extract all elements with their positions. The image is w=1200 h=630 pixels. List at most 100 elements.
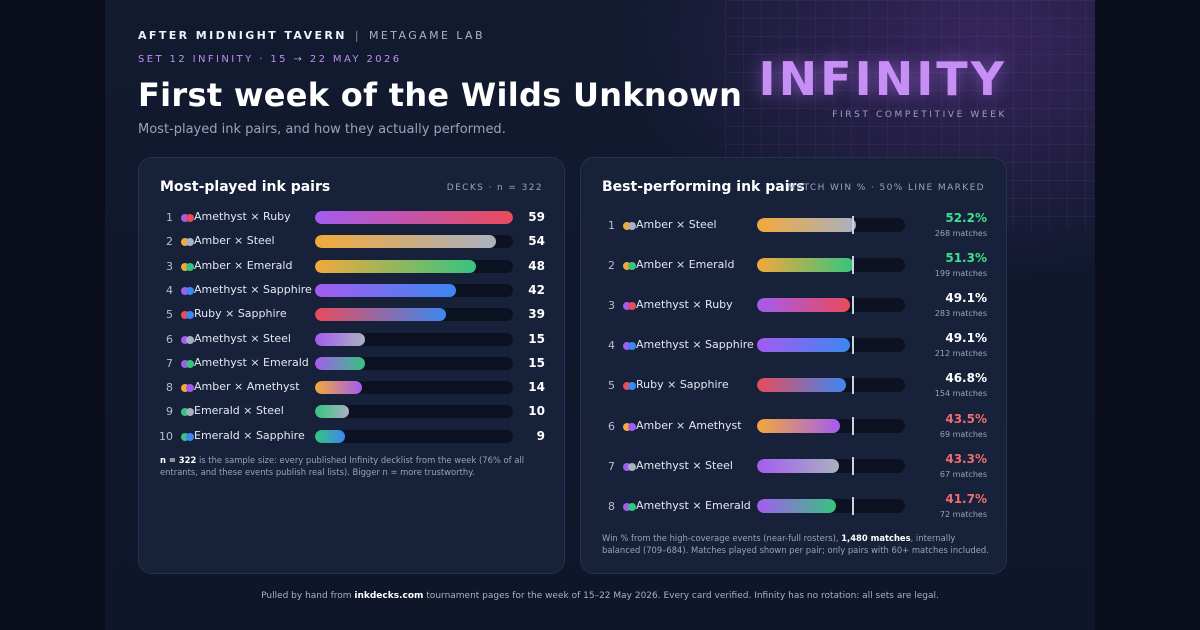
rank-number: 1 <box>608 219 615 232</box>
ink-dots-icon <box>181 214 194 222</box>
footer-text-b: tournament pages for the week of 15–22 M… <box>423 591 939 601</box>
win-rate-note: Win % from the high-coverage events (nea… <box>602 532 994 556</box>
ink-pair-label: Amber × Emerald <box>194 258 293 272</box>
ink-pair-label: Amber × Steel <box>194 234 275 248</box>
deck-count-value: 14 <box>528 380 545 395</box>
ink-dots-icon <box>181 238 194 247</box>
win-rate-value: 46.8% <box>945 371 987 386</box>
page-subtitle: Most-played ink pairs, and how they actu… <box>138 122 506 137</box>
logo-subtitle: FIRST COMPETITIVE WEEK <box>832 110 1007 120</box>
best-performing-meta: MATCH WIN % · 50% LINE MARKED <box>787 183 985 193</box>
ink-dots-icon <box>181 359 194 368</box>
ink-pair-row: 6 Amethyst × Steel 15 <box>139 330 564 350</box>
ink-dot-icon <box>181 238 189 247</box>
most-played-meta: DECKS · n = 322 <box>446 183 543 193</box>
bar-track <box>315 211 513 224</box>
win-rate-bar <box>757 298 851 313</box>
ink-dot-icon <box>181 384 189 393</box>
win-rate-row: 4 Amethyst × Sapphire 49.1% 212 matches <box>581 331 1006 366</box>
ink-dot-icon <box>186 384 194 393</box>
fifty-percent-line <box>851 376 854 395</box>
ink-dot-icon <box>181 262 189 271</box>
ink-dot-icon <box>181 432 189 441</box>
best-performing-title: Best-performing ink pairs <box>602 179 805 195</box>
ink-dots-icon <box>181 311 194 320</box>
rank-number: 2 <box>166 235 173 249</box>
ink-pair-label: Amethyst × Steel <box>636 458 733 472</box>
fifty-percent-line <box>851 336 854 355</box>
ink-dot-icon <box>186 335 194 344</box>
deck-count-value: 10 <box>528 404 545 419</box>
ink-dots-icon <box>623 302 636 311</box>
page-title: First week of the Wilds Unknown <box>138 76 743 114</box>
ink-dots-icon <box>181 384 194 393</box>
win-rate-bar <box>757 218 857 232</box>
win-rate-row: 2 Amber × Emerald 51.3% 199 matches <box>581 251 1006 286</box>
rank-number: 7 <box>608 459 615 473</box>
rank-number: 10 <box>159 429 173 443</box>
win-rate-value: 52.2% <box>945 211 987 225</box>
rank-number: 3 <box>608 299 615 313</box>
win-rate-row: 6 Amber × Amethyst 43.5% 69 matches <box>581 412 1006 447</box>
win-rate-row: 1 Amber × Steel 52.2% 268 matches <box>581 211 1006 246</box>
match-count: 72 matches <box>939 509 987 519</box>
win-rate-bar <box>757 338 851 353</box>
win-rate-row: 8 Amethyst × Emerald 41.7% 72 matches <box>581 492 1006 527</box>
ink-pair-label: Amethyst × Sapphire <box>194 282 312 296</box>
bar-track <box>315 429 513 443</box>
bar-track <box>757 298 905 313</box>
deck-count-value: 9 <box>536 428 545 443</box>
fifty-percent-line <box>851 496 854 515</box>
ink-dots-icon <box>623 422 636 431</box>
ink-pair-row: 5 Ruby × Sapphire 39 <box>139 305 564 325</box>
deck-count-value: 15 <box>528 355 545 370</box>
ink-dot-icon <box>186 359 194 368</box>
sample-size-note-text: is the sample size: every published Infi… <box>160 455 525 477</box>
bar-track <box>757 498 905 513</box>
rank-number: 2 <box>608 259 615 273</box>
ink-pair-label: Amethyst × Steel <box>194 331 291 345</box>
deck-count-value: 59 <box>528 210 545 224</box>
footer-text-a: Pulled by hand from <box>261 591 355 601</box>
ink-dot-icon <box>623 382 631 391</box>
fifty-percent-line <box>851 296 854 315</box>
deck-count-bar <box>315 211 513 224</box>
rank-number: 7 <box>166 356 173 370</box>
match-count: 283 matches <box>934 309 987 319</box>
rank-number: 1 <box>166 211 173 224</box>
rank-number: 3 <box>166 259 173 273</box>
infographic-card: AFTER MIDNIGHT TAVERN | METAGAME LAB SET 1… <box>105 0 1095 630</box>
ink-dot-icon <box>186 408 194 417</box>
ink-dot-icon <box>628 302 636 311</box>
ink-dots-icon <box>181 335 194 344</box>
win-rate-bar <box>757 498 837 513</box>
bar-track <box>757 378 905 393</box>
match-count: 67 matches <box>939 469 987 479</box>
ink-dots-icon <box>623 262 636 271</box>
ink-pair-label: Ruby × Sapphire <box>636 378 729 392</box>
footer-source: inkdecks.com <box>354 591 424 601</box>
ink-pair-label: Amber × Emerald <box>636 258 735 272</box>
most-played-title: Most-played ink pairs <box>160 179 331 195</box>
match-count: 199 matches <box>934 269 987 279</box>
ink-dot-icon <box>628 262 636 271</box>
ink-pair-row: 7 Amethyst × Emerald 15 <box>139 354 564 374</box>
ink-dots-icon <box>623 342 636 351</box>
ink-dot-icon <box>181 286 189 295</box>
ink-pair-label: Amber × Steel <box>636 218 717 231</box>
ink-pair-label: Amethyst × Sapphire <box>636 338 754 352</box>
brand-line: AFTER MIDNIGHT TAVERN | METAGAME LAB <box>138 29 485 42</box>
match-count: 154 matches <box>934 389 987 399</box>
ink-pair-row: 1 Amethyst × Ruby 59 <box>139 208 564 228</box>
ink-dot-icon <box>623 422 631 431</box>
fifty-percent-line <box>851 416 854 435</box>
deck-count-value: 54 <box>528 234 545 249</box>
bar-track <box>315 405 513 419</box>
bar-track <box>757 338 905 353</box>
win-rate-value: 43.5% <box>945 411 987 426</box>
ink-dots-icon <box>181 286 194 295</box>
deck-count-value: 15 <box>528 331 545 346</box>
rank-number: 6 <box>608 419 615 433</box>
bar-track <box>315 332 513 346</box>
rank-number: 9 <box>166 405 173 419</box>
